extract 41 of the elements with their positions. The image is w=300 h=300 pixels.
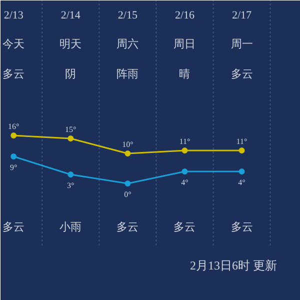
point — [182, 168, 188, 174]
data-label: 9° — [10, 163, 18, 172]
point — [10, 154, 17, 160]
annotation: 周一 — [230, 38, 253, 50]
x-tick-label: 2/13 — [4, 10, 24, 22]
data-label: 15° — [65, 125, 76, 134]
x-tick-label: 2/17 — [232, 10, 252, 22]
annotation: 今天 — [2, 38, 25, 50]
data-label: 0° — [124, 190, 132, 199]
data-label: 4° — [181, 178, 188, 187]
annotation: 2月13日6时 更新 — [190, 258, 277, 272]
annotation: 小雨 — [60, 220, 82, 234]
annotation: 多云 — [230, 68, 253, 80]
annotation: 明天 — [60, 38, 82, 50]
data-label: 4° — [238, 178, 246, 187]
annotation: 多云 — [116, 222, 139, 234]
data-label: 16° — [8, 122, 20, 131]
annotation: 多云 — [230, 222, 253, 234]
annotation: 晴 — [179, 68, 190, 80]
point — [68, 136, 74, 142]
annotation: 多云 — [174, 222, 196, 234]
data-label: 10° — [122, 140, 134, 149]
point — [182, 148, 188, 154]
annotation: 阵雨 — [116, 68, 139, 80]
point — [238, 168, 245, 174]
annotation: 周日 — [174, 38, 196, 50]
data-label: 11° — [179, 137, 190, 146]
annotation: 多云 — [2, 68, 25, 80]
point — [10, 132, 17, 138]
data-label: 11° — [236, 137, 248, 146]
point — [124, 180, 131, 186]
point — [238, 148, 245, 154]
annotation: 多云 — [2, 222, 25, 234]
annotation: 阴 — [65, 68, 76, 80]
x-tick-label: 2/16 — [174, 10, 195, 22]
annotation: 周六 — [116, 38, 139, 50]
x-tick-label: 2/14 — [60, 10, 81, 22]
point — [68, 172, 74, 178]
x-tick-label: 2/15 — [118, 10, 138, 22]
data-label: 3° — [67, 181, 74, 190]
point — [124, 150, 131, 156]
